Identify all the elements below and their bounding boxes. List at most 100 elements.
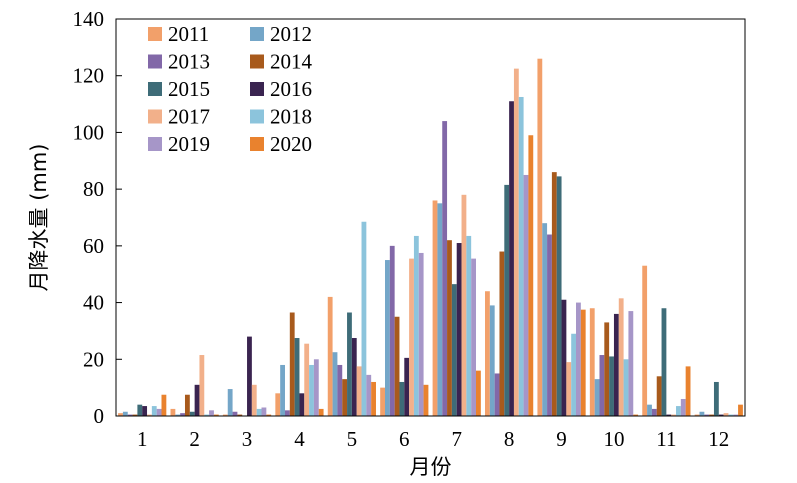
x-tick-label: 1: [137, 427, 148, 451]
bar-2018-month-3: [256, 408, 262, 416]
bar-2012-month-3: [227, 389, 233, 416]
x-tick-label: 8: [504, 427, 515, 451]
y-tick-label: 120: [73, 64, 105, 88]
bar-2018-month-6: [413, 235, 419, 416]
bar-2015-month-4: [294, 338, 300, 416]
legend-label-2014: 2014: [270, 50, 313, 74]
x-axis-title: 月份: [410, 455, 452, 479]
bar-2011-month-3: [222, 414, 228, 416]
bar-2011-month-7: [432, 200, 438, 416]
bar-2020-month-7: [476, 370, 481, 416]
bar-2012-month-7: [437, 203, 443, 416]
y-tick-label: 60: [83, 234, 104, 258]
y-tick-label: 140: [73, 7, 105, 31]
bar-2017-month-1: [147, 414, 152, 416]
legend-label-2013: 2013: [168, 50, 210, 74]
y-axis: 0 20 40 60 80 100 120 140: [73, 7, 122, 428]
bar-2020-month-9: [580, 309, 586, 416]
bar-2018-month-12: [728, 414, 734, 416]
bar-2014-month-9: [551, 172, 557, 416]
bar-2020-month-1: [161, 394, 167, 416]
legend-label-2018: 2018: [270, 105, 312, 129]
bar-2011-month-4: [275, 393, 281, 416]
bar-2014-month-6: [394, 316, 400, 416]
x-tick-label: 7: [451, 427, 462, 451]
bar-2014-month-12: [709, 414, 714, 416]
y-tick-label: 0: [94, 404, 105, 428]
x-tick-label: 4: [294, 427, 305, 451]
x-tick-label: 12: [708, 427, 729, 451]
bar-2016-month-5: [351, 338, 357, 416]
bar-2015-month-6: [399, 381, 405, 416]
bar-2014-month-5: [342, 379, 348, 416]
bar-2013-month-5: [337, 364, 343, 416]
bar-2016-month-4: [299, 393, 305, 416]
legend-swatch-2014: [250, 54, 264, 69]
bar-2014-month-4: [289, 312, 295, 416]
bar-2017-month-8: [513, 68, 519, 417]
bar-2013-month-4: [284, 410, 290, 416]
bar-2012-month-9: [542, 223, 548, 416]
x-axis: 1 2 3 4 5 6 7 8 9 10 11 12: [137, 427, 729, 451]
bar-2012-month-2: [175, 414, 181, 416]
bar-2016-month-7: [456, 243, 462, 416]
y-tick-label: 40: [83, 291, 104, 315]
bar-2016-month-9: [561, 299, 567, 416]
bar-2017-month-10: [618, 298, 624, 416]
legend-swatch-2012: [250, 27, 264, 41]
legend-label-2019: 2019: [168, 132, 210, 156]
bar-2014-month-11: [656, 376, 662, 416]
bar-2019-month-5: [366, 374, 372, 416]
x-tick-label: 5: [347, 427, 358, 451]
y-axis-title: 月降水量 (mm): [27, 144, 51, 292]
bar-2018-month-7: [466, 235, 472, 416]
bar-2018-month-2: [204, 414, 210, 416]
bar-2012-month-8: [489, 305, 495, 416]
bar-2017-month-7: [461, 194, 467, 416]
bar-2016-month-10: [613, 313, 619, 416]
bar-2013-month-12: [704, 414, 710, 416]
bar-2019-month-1: [156, 408, 162, 416]
bar-2013-month-9: [547, 234, 552, 416]
bar-2018-month-1: [151, 406, 157, 416]
bar-2012-month-11: [647, 404, 652, 416]
legend-swatch-2018: [250, 109, 264, 124]
bar-2017-month-2: [199, 355, 205, 416]
bar-2014-month-10: [604, 322, 610, 416]
bar-2013-month-6: [389, 245, 395, 416]
bar-2017-month-6: [409, 258, 414, 416]
bar-2013-month-8: [494, 373, 500, 416]
bar-2018-month-4: [309, 364, 314, 416]
bar-2015-month-10: [609, 356, 614, 416]
bar-2012-month-4: [280, 364, 285, 416]
bar-2015-month-1: [137, 404, 143, 416]
bar-2019-month-8: [523, 174, 529, 416]
bar-2020-month-12: [738, 404, 743, 416]
bar-2013-month-11: [651, 408, 657, 416]
bar-2011-month-1: [118, 413, 123, 416]
bar-2011-month-6: [380, 387, 385, 416]
y-tick-label: 80: [83, 177, 104, 201]
bar-2019-month-6: [418, 252, 424, 416]
bar-2012-month-12: [699, 411, 705, 416]
legend-swatch-2020: [250, 137, 264, 151]
bar-2011-month-12: [694, 414, 700, 416]
legend-swatch-2011: [148, 27, 162, 41]
legend-swatch-2017: [148, 109, 162, 124]
bar-2013-month-3: [232, 411, 238, 416]
bar-2013-month-7: [442, 121, 448, 416]
legend-swatch-2013: [148, 54, 162, 69]
legend-label-2012: 2012: [270, 22, 312, 46]
bar-2019-month-11: [680, 398, 686, 416]
x-tick-label: 2: [189, 427, 200, 451]
bar-2011-month-10: [589, 308, 595, 416]
legend-swatch-2016: [250, 82, 264, 96]
bar-2017-month-4: [304, 343, 310, 416]
legend-label-2017: 2017: [168, 105, 210, 129]
bar-2014-month-8: [499, 251, 505, 416]
bar-2020-month-11: [685, 366, 691, 417]
bar-2018-month-8: [518, 96, 524, 416]
bar-2013-month-10: [599, 355, 605, 416]
x-tick-label: 10: [603, 427, 624, 451]
